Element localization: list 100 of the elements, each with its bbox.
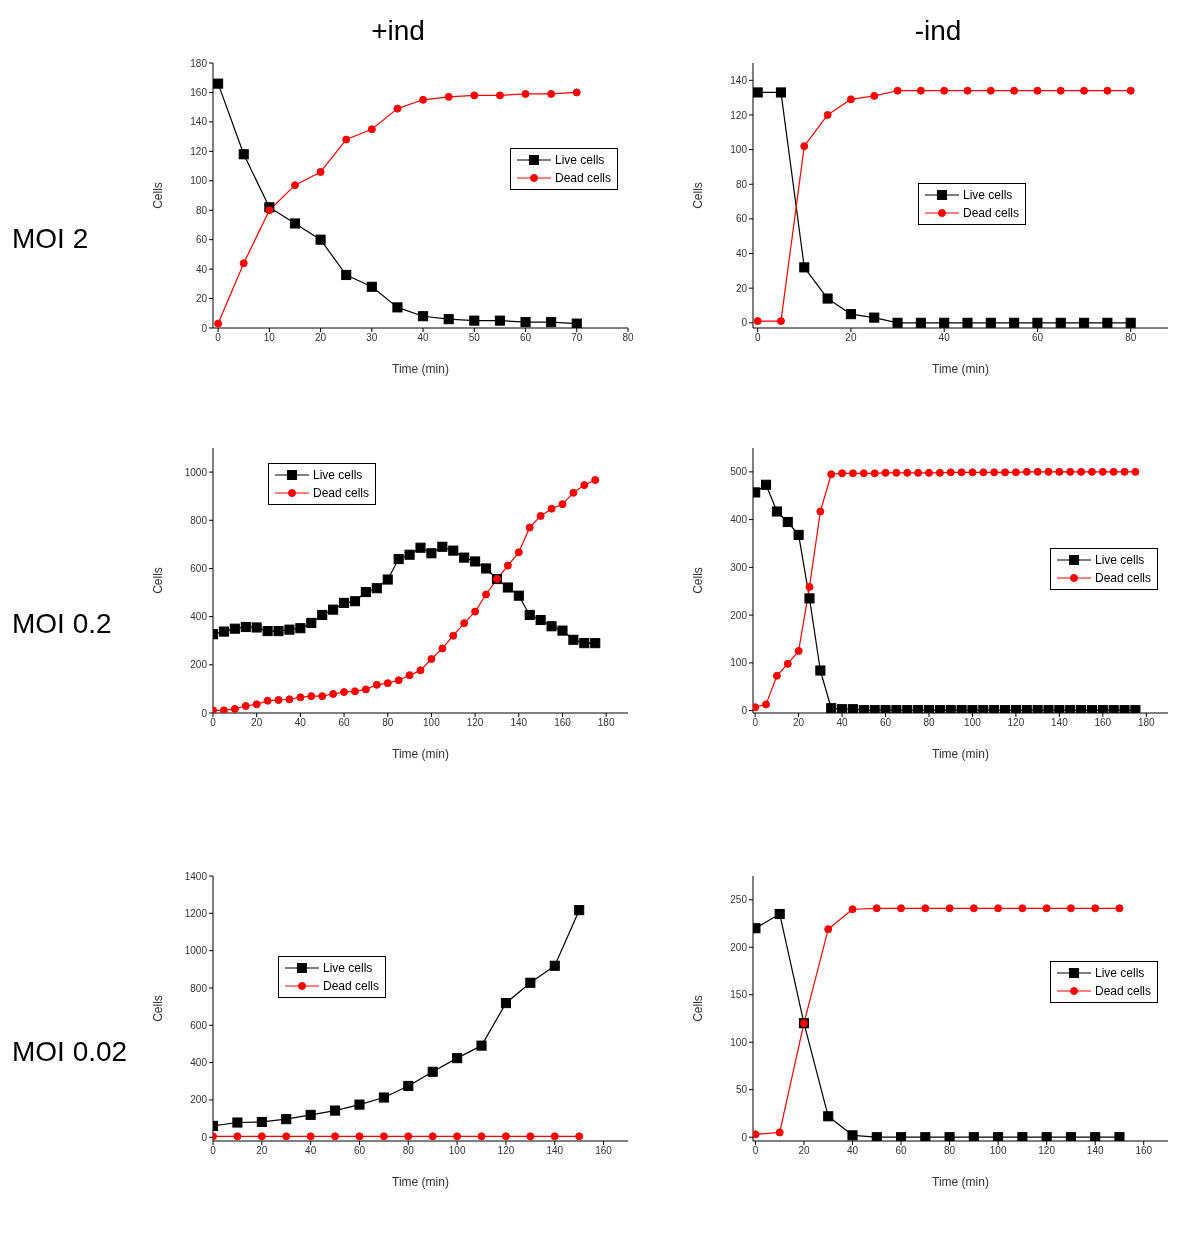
x-tick-label: 20 [793, 717, 805, 729]
y-tick-label: 0 [201, 1131, 208, 1143]
y-tick-label: 1200 [184, 907, 208, 919]
x-tick-label: 40 [417, 332, 430, 344]
x-axis-title: Time (min) [392, 362, 449, 376]
x-tick-label: 20 [251, 717, 263, 729]
x-tick-label: 140 [1051, 717, 1069, 729]
x-tick-label: 20 [845, 332, 857, 344]
x-tick-label: 60 [895, 1145, 908, 1157]
x-tick-label: 40 [836, 717, 849, 729]
x-tick-label: 30 [366, 332, 378, 344]
x-tick-label: 0 [210, 717, 217, 729]
y-tick-label: 600 [190, 563, 208, 574]
x-tick-label: 50 [468, 332, 481, 344]
x-tick-label: 0 [754, 332, 761, 344]
x-tick-label: 20 [256, 1145, 268, 1157]
legend-label: Dead cells [554, 170, 611, 187]
x-axis-title: Time (min) [932, 747, 989, 761]
y-tick-label: 200 [190, 659, 208, 671]
x-tick-label: 40 [294, 717, 307, 729]
y-tick-label: 120 [190, 145, 208, 157]
x-tick-label: 140 [546, 1145, 564, 1157]
y-tick-label: 60 [195, 234, 208, 246]
x-tick-label: 120 [466, 717, 484, 729]
y-tick-label: 60 [735, 213, 748, 225]
x-tick-label: 80 [923, 717, 935, 729]
x-axis-title: Time (min) [392, 1175, 449, 1189]
x-tick-label: 80 [622, 332, 634, 344]
y-tick-label: 1000 [184, 945, 208, 957]
x-tick-label: 60 [338, 717, 351, 729]
x-axis-title: Time (min) [932, 362, 989, 376]
x-tick-label: 80 [382, 717, 394, 729]
x-tick-label: 60 [519, 332, 532, 344]
y-tick-label: 400 [190, 611, 208, 623]
y-tick-label: 0 [741, 317, 748, 329]
y-tick-label: 50 [735, 1084, 748, 1096]
x-tick-label: 80 [1125, 332, 1137, 344]
y-tick-label: 1000 [184, 466, 208, 478]
x-tick-label: 160 [595, 1145, 613, 1157]
y-tick-label: 800 [190, 982, 208, 994]
y-tick-label: 100 [730, 144, 748, 156]
x-tick-label: 0 [215, 332, 222, 344]
x-tick-label: 160 [1135, 1145, 1153, 1157]
x-tick-label: 120 [1038, 1145, 1056, 1157]
x-tick-label: 100 [448, 1145, 466, 1157]
x-tick-label: 100 [423, 717, 441, 729]
y-tick-label: 20 [195, 293, 208, 305]
legend-label: Dead cells [963, 205, 1020, 222]
y-tick-label: 250 [730, 894, 748, 906]
x-tick-label: 160 [554, 717, 572, 729]
chart-title: -ind [913, 14, 963, 48]
x-tick-label: 60 [353, 1145, 366, 1157]
x-tick-label: 0 [210, 1145, 217, 1157]
y-axis-title: Cells [151, 567, 166, 594]
legend-label: Live cells [554, 152, 605, 169]
x-tick-label: 40 [938, 332, 951, 344]
legend-label: Live cells [313, 467, 363, 484]
y-tick-label: 800 [190, 514, 208, 526]
y-tick-label: 140 [730, 74, 748, 86]
legend-label: Live cells [323, 960, 373, 977]
y-tick-label: 150 [730, 989, 748, 1001]
legend-label: Live cells [963, 187, 1013, 204]
y-tick-label: 0 [201, 707, 208, 719]
text: MOI 2 [12, 223, 90, 255]
y-tick-label: 600 [190, 1019, 208, 1031]
y-tick-label: 0 [201, 322, 208, 334]
y-axis-title: Cells [691, 182, 706, 209]
y-tick-label: 140 [190, 116, 208, 128]
y-axis-title: Cells [691, 995, 706, 1022]
x-tick-label: 140 [1086, 1145, 1104, 1157]
x-tick-label: 60 [1031, 332, 1044, 344]
x-tick-label: 100 [964, 717, 982, 729]
y-axis-title: Cells [151, 182, 166, 209]
text: MOI 0.02 [12, 1036, 129, 1068]
legend-label: Dead cells [1094, 570, 1151, 587]
x-axis-title: Time (min) [932, 1175, 989, 1189]
legend-label: Dead cells [313, 485, 370, 502]
x-tick-label: 40 [305, 1145, 317, 1157]
x-tick-label: 100 [989, 1145, 1007, 1157]
x-axis-title: Time (min) [392, 747, 449, 761]
x-tick-label: 10 [263, 332, 276, 344]
y-tick-label: 80 [195, 204, 208, 216]
x-tick-label: 60 [879, 717, 892, 729]
y-tick-label: 120 [730, 109, 748, 121]
legend-label: Dead cells [323, 978, 380, 995]
y-tick-label: 160 [190, 86, 208, 98]
y-tick-label: 100 [730, 657, 748, 669]
y-axis-title: Cells [151, 995, 166, 1022]
x-tick-label: 80 [402, 1145, 415, 1157]
x-tick-label: 80 [944, 1145, 956, 1157]
y-tick-label: 400 [190, 1057, 208, 1069]
y-tick-label: 200 [730, 609, 748, 621]
x-tick-label: 20 [798, 1145, 810, 1157]
y-tick-label: 0 [741, 1131, 748, 1143]
y-tick-label: 20 [735, 282, 748, 294]
y-tick-label: 300 [730, 561, 748, 573]
y-axis-title: Cells [691, 567, 706, 594]
text: MOI 0.2 [12, 608, 113, 640]
y-tick-label: 400 [730, 514, 748, 526]
x-tick-label: 140 [510, 717, 528, 729]
